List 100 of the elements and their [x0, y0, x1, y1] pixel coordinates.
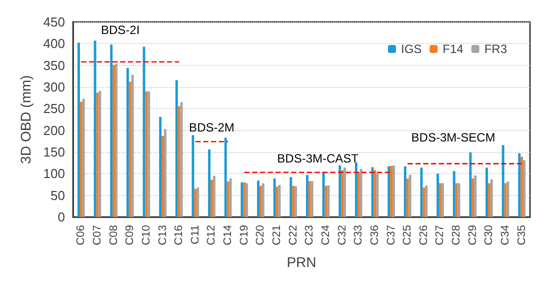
bar: [486, 168, 488, 217]
x-tick-label: C23: [304, 225, 316, 246]
legend-label: F14: [442, 42, 464, 56]
bar: [518, 153, 521, 217]
bar: [94, 40, 96, 217]
bar: [360, 168, 362, 217]
x-tick-label: C29: [466, 225, 479, 246]
x-tick-label: C12: [206, 225, 218, 246]
annotation: BDS-2M: [189, 120, 234, 135]
bar: [82, 98, 85, 217]
y-tick-label: 100: [43, 166, 65, 182]
x-tick-label: C09: [124, 225, 136, 246]
bar: [145, 91, 148, 217]
x-tick-label: C36: [368, 225, 381, 246]
bar: [159, 116, 162, 217]
y-axis-title: 3D OBD (mm): [17, 75, 34, 164]
bar: [306, 174, 308, 217]
bar: [212, 176, 216, 217]
bar: [148, 91, 150, 217]
bar: [441, 183, 444, 217]
bar: [376, 173, 379, 217]
bar: [520, 156, 524, 217]
bar: [290, 177, 292, 217]
bar: [224, 138, 227, 217]
bar: [472, 178, 474, 217]
x-tick-label: C21: [271, 225, 284, 246]
bar: [192, 135, 194, 217]
y-tick-label: 250: [43, 101, 65, 116]
x-tick-label: C16: [173, 225, 186, 246]
bar: [226, 181, 230, 217]
bar: [112, 64, 116, 217]
x-tick-label: C37: [385, 225, 398, 246]
x-tick-label: C22: [287, 225, 300, 246]
bar: [292, 186, 295, 217]
x-tick-label: C11: [189, 225, 202, 244]
x-tick-label: C26: [418, 225, 430, 246]
bar: [278, 184, 281, 217]
bar: [175, 80, 178, 217]
bar: [490, 179, 493, 217]
bar: [338, 165, 342, 217]
bar: [240, 182, 244, 217]
x-tick-label: C13: [156, 225, 169, 246]
bar: [98, 90, 102, 217]
annotation: BDS-3M-CAST: [277, 151, 360, 166]
bar: [164, 129, 166, 217]
bar: [210, 180, 213, 217]
y-tick-label: 0: [58, 210, 65, 224]
bar: [357, 172, 360, 217]
bar: [257, 180, 260, 217]
bar: [327, 185, 330, 217]
bar: [469, 152, 472, 217]
bar: [420, 168, 423, 217]
y-tick-label: 400: [43, 36, 65, 52]
x-tick-label: C10: [140, 225, 152, 246]
x-tick-label: C06: [75, 225, 88, 246]
bar: [502, 145, 504, 217]
bar: [273, 178, 276, 217]
bar: [388, 166, 390, 217]
bar: [262, 183, 264, 217]
bar: [128, 82, 132, 217]
bar: [474, 175, 477, 217]
x-tick-label: C07: [91, 225, 104, 246]
bar: [425, 185, 428, 217]
bar: [452, 171, 456, 217]
bar: [310, 181, 314, 217]
x-tick-label: C33: [352, 225, 365, 246]
x-tick-label: C28: [450, 225, 463, 246]
bar: [392, 165, 395, 217]
bar: [439, 183, 442, 217]
x-tick-label: C34: [500, 225, 512, 246]
x-tick-label: C30: [483, 225, 496, 246]
y-tick-label: 450: [43, 14, 65, 30]
bar: [110, 44, 113, 217]
bar: [406, 178, 409, 217]
bar: [374, 170, 376, 217]
x-tick-label: C27: [434, 225, 446, 246]
x-tick-label: C14: [222, 225, 234, 246]
bar: [126, 68, 129, 217]
bar: [523, 160, 526, 217]
y-tick-label: 150: [43, 144, 65, 160]
bar: [294, 186, 298, 217]
bar: [180, 102, 183, 217]
legend-label: IGS: [400, 42, 422, 56]
bar: [506, 181, 510, 217]
bar: [131, 74, 134, 217]
x-tick-label: C08: [108, 225, 120, 246]
bar: [455, 183, 458, 217]
annotation: BDS-2I: [100, 22, 140, 37]
annotation: BDS-3M-SECM: [411, 130, 496, 145]
bar: [243, 182, 246, 217]
x-tick-label: C20: [254, 225, 267, 246]
x-tick-label: C32: [336, 225, 348, 246]
bar: [422, 188, 426, 217]
bar: [208, 149, 211, 217]
x-tick-label: C24: [320, 225, 332, 246]
bar: [354, 162, 358, 217]
y-tick-label: 50: [50, 188, 65, 203]
bar: [246, 183, 248, 217]
bar: [390, 166, 392, 217]
bar: [308, 181, 311, 217]
